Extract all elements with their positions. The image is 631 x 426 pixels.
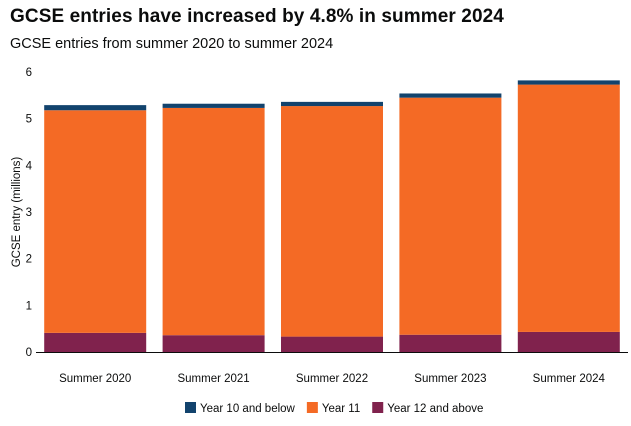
bar-segment xyxy=(517,80,620,85)
chart-subtitle: GCSE entries from summer 2020 to summer … xyxy=(10,36,334,52)
bar-segment xyxy=(517,84,620,332)
x-tick-label: Summer 2024 xyxy=(533,373,606,385)
bar-segment xyxy=(399,334,502,352)
y-tick-label: 4 xyxy=(26,160,33,172)
x-tick-label: Summer 2020 xyxy=(59,373,131,385)
chart-title: GCSE entries have increased by 4.8% in s… xyxy=(10,6,504,27)
legend: Year 10 and below Year 11 Year 12 and abov… xyxy=(185,402,483,415)
legend-swatch xyxy=(372,402,384,413)
bar-stacks xyxy=(44,80,620,352)
bar-segment xyxy=(162,335,265,352)
y-tick-label: 1 xyxy=(26,300,32,312)
y-tick-label: 0 xyxy=(26,347,32,359)
legend-label: Year 10 and below xyxy=(200,403,296,415)
bar-segment xyxy=(44,110,147,333)
bar-segment xyxy=(399,97,502,335)
bar-segment xyxy=(44,105,147,111)
bar-segment xyxy=(517,331,620,352)
bar-segment xyxy=(162,107,265,336)
x-tick-label: Summer 2021 xyxy=(177,373,249,385)
legend-label: Year 11 xyxy=(322,403,360,415)
y-tick-label: 6 xyxy=(26,67,32,79)
bar-segment xyxy=(281,106,383,337)
x-axis-tick-labels: Summer 2020 Summer 2021 Summer 2022 Summer … xyxy=(59,373,605,385)
y-tick-label: 3 xyxy=(26,207,32,219)
y-axis-label: GCSE entry (millions) xyxy=(11,157,23,268)
bar-segment xyxy=(399,93,502,98)
bar-segment xyxy=(44,332,147,352)
y-tick-label: 5 xyxy=(26,114,32,126)
bar-segment xyxy=(281,336,383,352)
y-axis-ticks: 0 1 2 3 4 5 6 xyxy=(26,67,33,359)
legend-swatch xyxy=(306,402,318,413)
x-tick-label: Summer 2022 xyxy=(296,373,368,385)
y-tick-label: 2 xyxy=(26,254,32,266)
bar-segment xyxy=(281,101,383,107)
legend-swatch xyxy=(185,402,196,413)
bar-segment xyxy=(162,103,265,108)
legend-label: Year 12 and above xyxy=(387,403,483,415)
x-tick-label: Summer 2023 xyxy=(414,373,486,385)
